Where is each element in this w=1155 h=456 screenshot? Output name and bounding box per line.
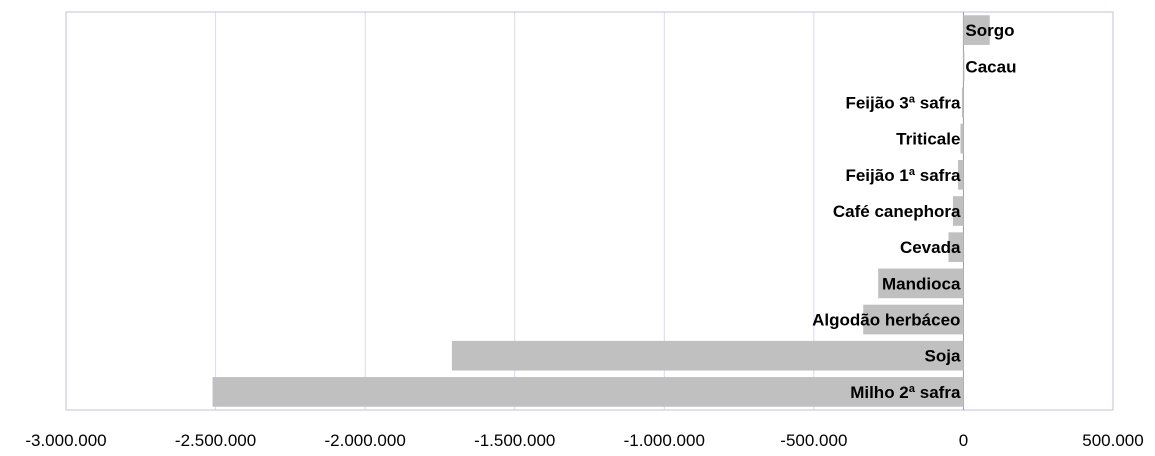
bar-3 xyxy=(960,123,964,154)
category-label: Soja xyxy=(925,347,961,366)
category-label: Triticale xyxy=(896,130,960,149)
bar-9 xyxy=(451,340,964,371)
category-label: Sorgo xyxy=(965,21,1014,40)
category-label: Mandioca xyxy=(882,274,961,293)
x-tick-label: -500.000 xyxy=(780,431,847,450)
x-tick-label: -2.500.000 xyxy=(175,431,256,450)
x-tick-label: 0 xyxy=(959,431,968,450)
bar-4 xyxy=(958,159,964,190)
x-tick-label: -1.500.000 xyxy=(474,431,555,450)
bar-1 xyxy=(963,51,965,82)
bar-6 xyxy=(948,232,964,263)
x-tick-label: 500.000 xyxy=(1082,431,1143,450)
x-tick-label: -1.000.000 xyxy=(624,431,705,450)
bar-8 xyxy=(863,304,964,335)
bars xyxy=(212,15,990,407)
category-label: Milho 2ª safra xyxy=(850,383,961,402)
bar-2 xyxy=(961,87,964,118)
category-label: Feijão 3ª safra xyxy=(845,93,961,112)
category-label: Algodão herbáceo xyxy=(812,311,960,330)
bar-7 xyxy=(878,268,964,299)
bar-10 xyxy=(212,377,964,407)
x-tick-label: -2.000.000 xyxy=(324,431,405,450)
category-label: Cevada xyxy=(900,238,961,257)
category-label: Feijão 1ª safra xyxy=(845,166,961,185)
x-tick-label: -3.000.000 xyxy=(25,431,106,450)
bar-5 xyxy=(952,196,964,226)
category-label: Cacau xyxy=(965,57,1016,76)
plot-area-frame xyxy=(65,11,1114,411)
bar-0 xyxy=(963,15,990,45)
category-label: Café canephora xyxy=(833,202,961,221)
x-axis-ticks: -3.000.000 -2.500.000 -2.000.000 -1.500.000… xyxy=(25,431,1143,450)
